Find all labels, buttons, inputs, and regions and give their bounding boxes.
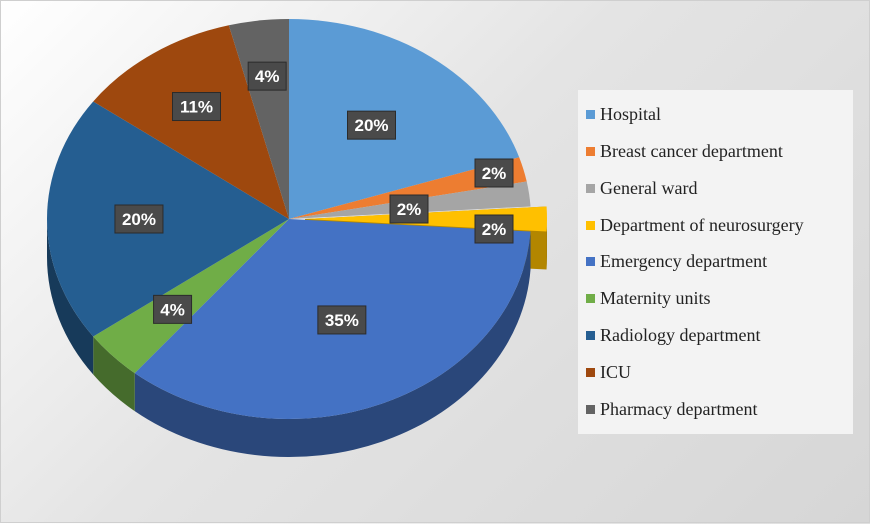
data-label: 2%: [390, 195, 428, 223]
legend-label: Maternity units: [600, 288, 711, 309]
legend-label: Pharmacy department: [600, 399, 757, 420]
legend-swatch: [586, 147, 595, 156]
legend-item: General ward: [586, 175, 853, 201]
legend-item: Maternity units: [586, 286, 853, 312]
legend-label: Emergency department: [600, 251, 767, 272]
legend-swatch: [586, 294, 595, 303]
data-label-text: 2%: [482, 220, 507, 239]
data-label-text: 20%: [354, 116, 388, 135]
legend-item: Pharmacy department: [586, 396, 853, 422]
data-label: 20%: [115, 205, 163, 233]
data-label: 35%: [318, 306, 366, 334]
data-label-text: 4%: [160, 300, 185, 319]
legend-label: Hospital: [600, 104, 661, 125]
legend-swatch: [586, 110, 595, 119]
legend-swatch: [586, 368, 595, 377]
legend-swatch: [586, 405, 595, 414]
legend-swatch: [586, 184, 595, 193]
legend-label: General ward: [600, 178, 697, 199]
legend-item: Breast cancer department: [586, 138, 853, 164]
data-label: 11%: [173, 93, 221, 121]
legend-item: Radiology department: [586, 323, 853, 349]
data-label-text: 4%: [255, 67, 280, 86]
data-label-text: 11%: [180, 98, 213, 117]
data-label: 2%: [475, 159, 513, 187]
legend-label: Radiology department: [600, 325, 760, 346]
legend-swatch: [586, 257, 595, 266]
legend-item: Hospital: [586, 101, 853, 127]
data-label-text: 2%: [397, 200, 422, 219]
legend-label: Department of neurosurgery: [600, 215, 804, 236]
legend-item: Department of neurosurgery: [586, 212, 853, 238]
data-label: 4%: [154, 295, 192, 323]
data-label: 20%: [348, 111, 396, 139]
data-label-text: 2%: [482, 164, 507, 183]
legend-item: Emergency department: [586, 249, 853, 275]
data-label-text: 20%: [122, 210, 156, 229]
data-label: 4%: [248, 62, 286, 90]
legend-item: ICU: [586, 360, 853, 386]
data-label: 2%: [475, 215, 513, 243]
legend-label: ICU: [600, 362, 631, 383]
data-label-text: 35%: [325, 311, 359, 330]
legend-swatch: [586, 331, 595, 340]
legend-label: Breast cancer department: [600, 141, 783, 162]
legend-swatch: [586, 221, 595, 230]
legend: Hospital Breast cancer department General …: [578, 90, 853, 434]
